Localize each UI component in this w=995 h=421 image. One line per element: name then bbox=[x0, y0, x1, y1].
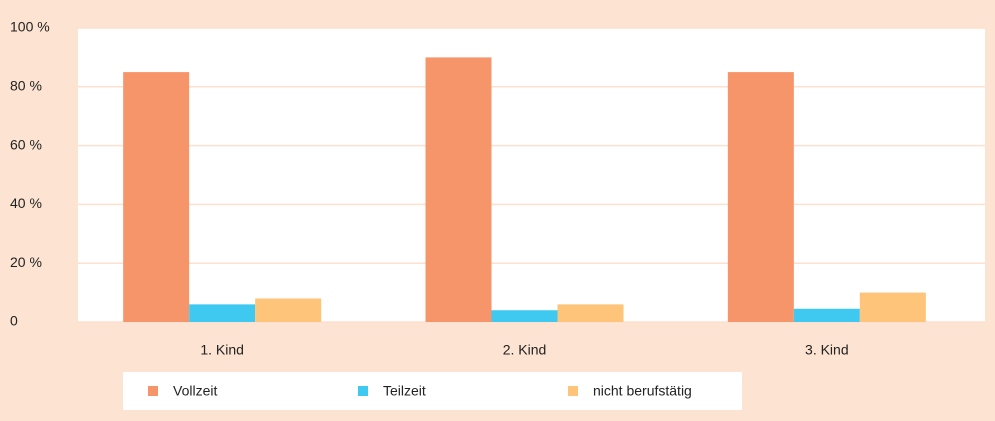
bar bbox=[859, 292, 926, 322]
plot-area bbox=[78, 28, 985, 322]
y-tick-label: 100 % bbox=[10, 19, 50, 35]
y-tick-label: 80 % bbox=[10, 78, 42, 94]
legend-label: nicht berufstätig bbox=[593, 383, 692, 399]
legend-label: Teilzeit bbox=[383, 383, 426, 399]
x-tick-label: 1. Kind bbox=[200, 342, 244, 358]
legend bbox=[123, 372, 742, 410]
x-tick-label: 3. Kind bbox=[805, 342, 849, 358]
bar bbox=[793, 308, 860, 322]
y-tick-label: 0 bbox=[10, 313, 18, 329]
bar bbox=[189, 304, 256, 322]
bar bbox=[727, 72, 794, 322]
bar bbox=[425, 57, 492, 323]
x-tick-label: 2. Kind bbox=[503, 342, 547, 358]
legend-swatch bbox=[148, 386, 158, 396]
bar bbox=[491, 310, 558, 322]
legend-label: Vollzeit bbox=[173, 383, 217, 399]
y-tick-label: 60 % bbox=[10, 136, 42, 152]
legend-swatch bbox=[358, 386, 368, 396]
y-tick-label: 40 % bbox=[10, 195, 42, 211]
bar bbox=[557, 304, 624, 322]
legend-swatch bbox=[568, 386, 578, 396]
bar bbox=[123, 72, 190, 322]
y-tick-label: 20 % bbox=[10, 254, 42, 270]
bar bbox=[255, 298, 322, 322]
